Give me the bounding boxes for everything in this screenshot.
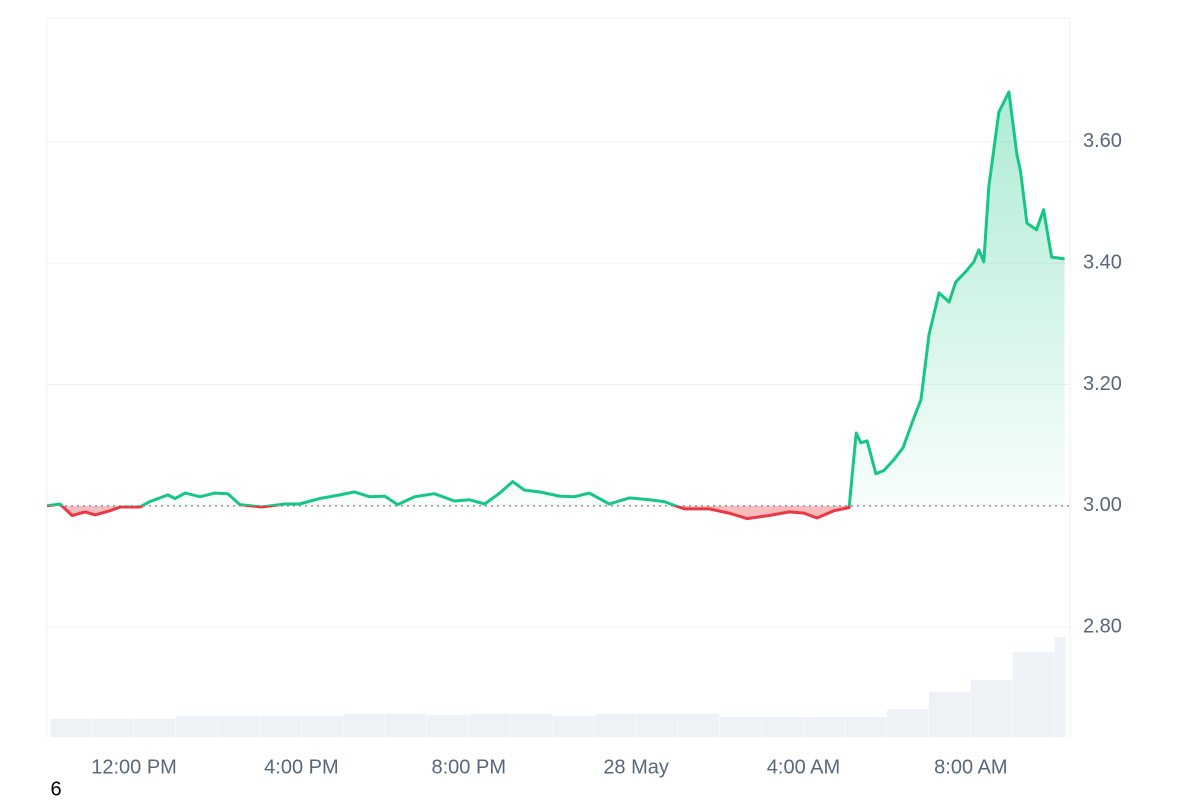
annotation: 6 xyxy=(50,778,61,800)
y-tick-label: 3.20 xyxy=(1083,373,1122,395)
volume-bar xyxy=(636,714,678,737)
x-tick-label: 8:00 AM xyxy=(934,756,1007,778)
volume-bar xyxy=(1012,652,1055,737)
x-tick-label: 4:00 PM xyxy=(264,756,338,778)
volume-bar xyxy=(134,719,176,737)
x-tick-label: 28 May xyxy=(603,756,669,778)
volume-bar xyxy=(928,692,971,737)
volume-bar xyxy=(385,714,427,737)
x-tick-label: 8:00 PM xyxy=(432,756,506,778)
volume-bar xyxy=(887,709,929,737)
volume-bar xyxy=(217,716,260,737)
volume-bar xyxy=(803,717,845,737)
volume-bar xyxy=(845,717,887,737)
volume-bar xyxy=(594,714,636,737)
volume-bar xyxy=(761,717,803,737)
volume-bar xyxy=(426,715,469,737)
volume-bar xyxy=(343,714,385,737)
volume-bar xyxy=(92,719,134,737)
x-tick-label: 12:00 PM xyxy=(91,756,177,778)
volume-bar xyxy=(1054,637,1066,737)
y-tick-label: 2.80 xyxy=(1083,615,1122,637)
area-up xyxy=(47,92,1065,506)
y-tick-label: 3.00 xyxy=(1083,494,1122,516)
price-line-up xyxy=(46,90,1065,506)
volume-bar xyxy=(970,680,1013,737)
volume-bar xyxy=(468,714,511,737)
volume-bar xyxy=(301,716,343,737)
y-tick-label: 3.40 xyxy=(1083,251,1122,273)
y-tick-label: 3.60 xyxy=(1083,130,1122,152)
volume-bar xyxy=(510,714,552,737)
volume-bar xyxy=(50,719,92,737)
volume-bar xyxy=(175,716,218,737)
x-tick-label: 4:00 AM xyxy=(767,756,840,778)
volume-bar xyxy=(677,714,720,737)
volume-bar xyxy=(719,717,762,737)
volume-bar xyxy=(259,716,301,737)
volume-bar xyxy=(552,716,594,737)
